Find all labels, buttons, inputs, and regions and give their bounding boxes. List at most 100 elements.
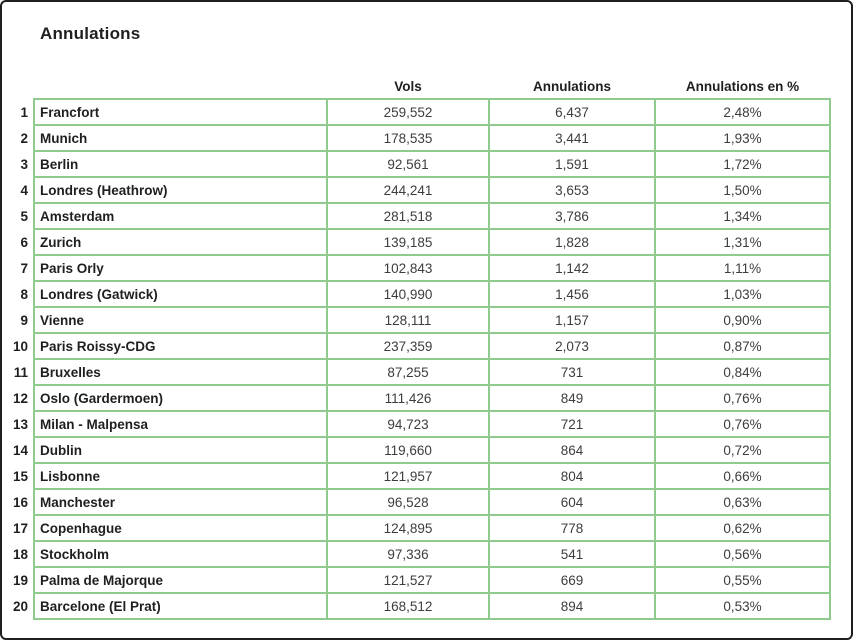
annulations-cell: 3,653 xyxy=(488,176,656,204)
airport-name-cell: Zurich xyxy=(33,228,328,256)
vols-cell: 124,895 xyxy=(326,514,490,542)
rank-cell: 20 xyxy=(12,598,28,614)
vols-cell: 96,528 xyxy=(326,488,490,516)
column-header-annulations: Annulations xyxy=(533,79,611,94)
header-spacer-airport xyxy=(34,77,327,99)
table-row: 11 Bruxelles 87,255 731 0,84% xyxy=(10,358,831,386)
annulations-pct-cell: 1,93% xyxy=(654,124,831,152)
column-header-annulations-pct: Annulations en % xyxy=(685,79,800,94)
airport-name-cell: Amsterdam xyxy=(33,202,328,230)
cancellations-table: Vols Annulations Annulations en % 1 Fran… xyxy=(10,77,831,620)
annulations-pct-cell: 1,50% xyxy=(654,176,831,204)
vols-cell: 111,426 xyxy=(326,384,490,412)
table-row: 1 Francfort 259,552 6,437 2,48% xyxy=(10,98,831,126)
rank-cell: 8 xyxy=(20,286,28,302)
rank-cell: 5 xyxy=(20,208,28,224)
table-row: 5 Amsterdam 281,518 3,786 1,34% xyxy=(10,202,831,230)
table-row: 17 Copenhague 124,895 778 0,62% xyxy=(10,514,831,542)
annulations-cell: 731 xyxy=(488,358,656,386)
airport-name-cell: Dublin xyxy=(33,436,328,464)
annulations-pct-cell: 0,76% xyxy=(654,384,831,412)
annulations-cell: 721 xyxy=(488,410,656,438)
table-row: 10 Paris Roissy-CDG 237,359 2,073 0,87% xyxy=(10,332,831,360)
header-spacer-rank xyxy=(10,77,34,99)
vols-cell: 168,512 xyxy=(326,592,490,620)
table-row: 15 Lisbonne 121,957 804 0,66% xyxy=(10,462,831,490)
airport-name-cell: Vienne xyxy=(33,306,328,334)
airport-name-cell: Francfort xyxy=(33,98,328,126)
table-row: 4 Londres (Heathrow) 244,241 3,653 1,50% xyxy=(10,176,831,204)
annulations-pct-cell: 0,87% xyxy=(654,332,831,360)
annulations-cell: 3,786 xyxy=(488,202,656,230)
airport-name-cell: Barcelone (El Prat) xyxy=(33,592,328,620)
annulations-pct-cell: 0,62% xyxy=(654,514,831,542)
annulations-pct-cell: 1,11% xyxy=(654,254,831,282)
vols-cell: 139,185 xyxy=(326,228,490,256)
rank-cell: 15 xyxy=(12,468,28,484)
vols-cell: 97,336 xyxy=(326,540,490,568)
vols-cell: 259,552 xyxy=(326,98,490,126)
annulations-cell: 6,437 xyxy=(488,98,656,126)
rank-cell: 17 xyxy=(12,520,28,536)
table-row: 2 Munich 178,535 3,441 1,93% xyxy=(10,124,831,152)
annulations-pct-cell: 1,31% xyxy=(654,228,831,256)
vols-cell: 237,359 xyxy=(326,332,490,360)
airport-name-cell: Stockholm xyxy=(33,540,328,568)
rank-cell: 2 xyxy=(20,130,28,146)
airport-name-cell: Palma de Majorque xyxy=(33,566,328,594)
vols-cell: 140,990 xyxy=(326,280,490,308)
vols-cell: 121,957 xyxy=(326,462,490,490)
annulations-cell: 1,828 xyxy=(488,228,656,256)
annulations-pct-cell: 1,03% xyxy=(654,280,831,308)
airport-name-cell: Copenhague xyxy=(33,514,328,542)
airport-name-cell: Londres (Gatwick) xyxy=(33,280,328,308)
column-header-vols: Vols xyxy=(394,79,422,94)
rank-cell: 19 xyxy=(12,572,28,588)
annulations-cell: 2,073 xyxy=(488,332,656,360)
annulations-cell: 894 xyxy=(488,592,656,620)
annulations-pct-cell: 1,72% xyxy=(654,150,831,178)
vols-cell: 119,660 xyxy=(326,436,490,464)
annulations-cell: 3,441 xyxy=(488,124,656,152)
table-row: 8 Londres (Gatwick) 140,990 1,456 1,03% xyxy=(10,280,831,308)
vols-cell: 94,723 xyxy=(326,410,490,438)
vols-cell: 92,561 xyxy=(326,150,490,178)
rank-cell: 18 xyxy=(12,546,28,562)
rank-cell: 14 xyxy=(12,442,28,458)
table-row: 7 Paris Orly 102,843 1,142 1,11% xyxy=(10,254,831,282)
airport-name-cell: Oslo (Gardermoen) xyxy=(33,384,328,412)
annulations-cell: 1,591 xyxy=(488,150,656,178)
rank-cell: 16 xyxy=(12,494,28,510)
rank-cell: 9 xyxy=(20,312,28,328)
rank-cell: 7 xyxy=(20,260,28,276)
vols-cell: 128,111 xyxy=(326,306,490,334)
vols-cell: 87,255 xyxy=(326,358,490,386)
annulations-pct-cell: 0,90% xyxy=(654,306,831,334)
airport-name-cell: Bruxelles xyxy=(33,358,328,386)
airport-name-cell: Munich xyxy=(33,124,328,152)
table-row: 20 Barcelone (El Prat) 168,512 894 0,53% xyxy=(10,592,831,620)
rank-cell: 3 xyxy=(20,156,28,172)
rank-cell: 6 xyxy=(20,234,28,250)
airport-name-cell: Paris Orly xyxy=(33,254,328,282)
annulations-pct-cell: 1,34% xyxy=(654,202,831,230)
annulations-cell: 1,157 xyxy=(488,306,656,334)
table-row: 9 Vienne 128,111 1,157 0,90% xyxy=(10,306,831,334)
annulations-pct-cell: 0,66% xyxy=(654,462,831,490)
table-row: 19 Palma de Majorque 121,527 669 0,55% xyxy=(10,566,831,594)
annulations-cell: 864 xyxy=(488,436,656,464)
annulations-cell: 604 xyxy=(488,488,656,516)
rank-cell: 1 xyxy=(20,104,28,120)
header-row: Vols Annulations Annulations en % xyxy=(10,77,830,99)
airport-name-cell: Milan - Malpensa xyxy=(33,410,328,438)
vols-cell: 102,843 xyxy=(326,254,490,282)
annulations-cell: 1,142 xyxy=(488,254,656,282)
annulations-pct-cell: 0,55% xyxy=(654,566,831,594)
airport-name-cell: Lisbonne xyxy=(33,462,328,490)
annulations-cell: 849 xyxy=(488,384,656,412)
table-row: 13 Milan - Malpensa 94,723 721 0,76% xyxy=(10,410,831,438)
table-row: 16 Manchester 96,528 604 0,63% xyxy=(10,488,831,516)
rank-cell: 4 xyxy=(20,182,28,198)
annulations-pct-cell: 2,48% xyxy=(654,98,831,126)
annulations-pct-cell: 0,84% xyxy=(654,358,831,386)
